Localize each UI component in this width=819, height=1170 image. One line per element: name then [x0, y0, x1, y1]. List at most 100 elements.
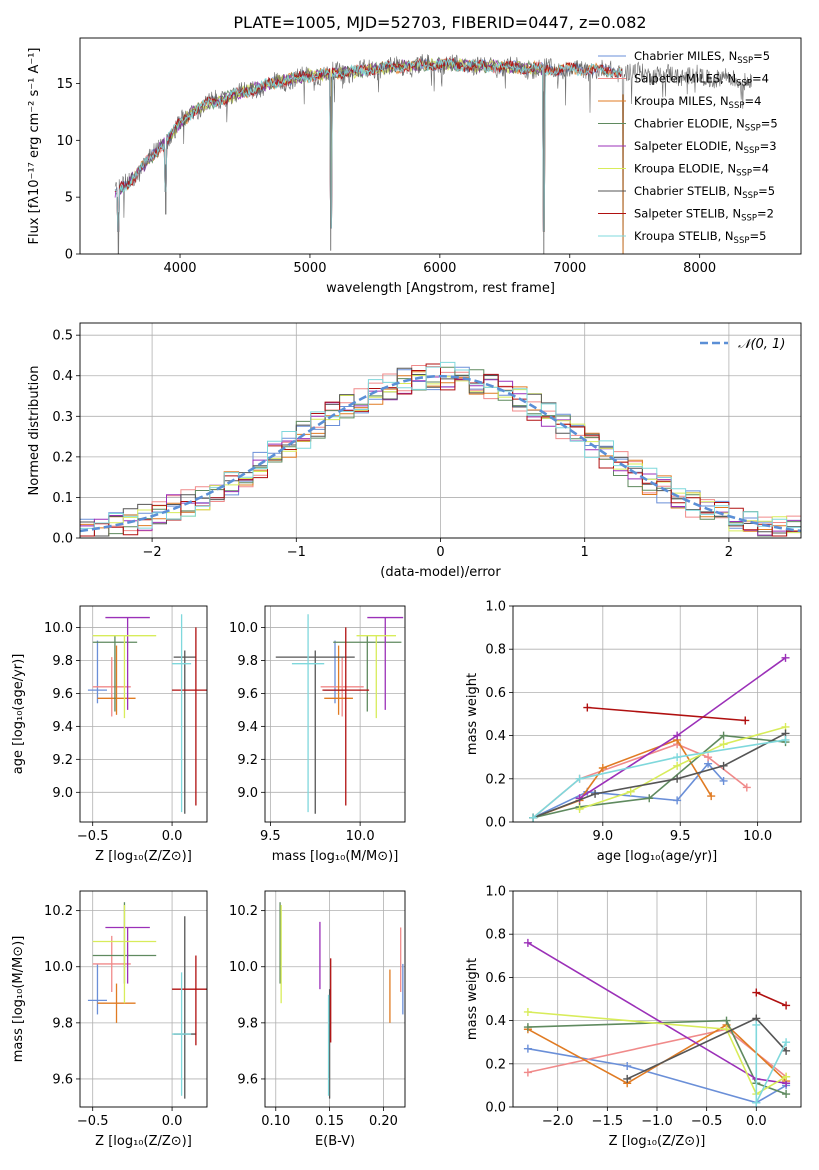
- data-point-marker: [673, 774, 682, 783]
- axes-frame: [79, 605, 208, 823]
- x-tick-label: 10.0: [346, 829, 375, 844]
- plot-area: [87, 614, 207, 814]
- y-tick-label: 0.4: [485, 729, 506, 744]
- y-tick-label: 0.6: [485, 686, 506, 701]
- axes-frame: [512, 890, 802, 1108]
- y-tick-label: 0.2: [485, 772, 506, 787]
- y-tick-label: 10.0: [44, 960, 73, 975]
- y-tick-label: 9.2: [52, 753, 73, 768]
- legend-label: Chabrier MILES, N: [634, 49, 737, 63]
- x-tick-label: 8000: [683, 261, 716, 276]
- y-tick-label: 9.4: [52, 720, 73, 735]
- data-point-marker: [529, 813, 538, 822]
- y-tick-label: 10.0: [44, 621, 73, 636]
- y-axis-label: Normed distribution: [27, 366, 42, 496]
- x-tick-label: −1.5: [592, 1114, 624, 1129]
- series-line: [166, 58, 544, 232]
- data-point-marker: [623, 1061, 632, 1070]
- x-tick-label: −2: [143, 545, 162, 560]
- data-point-marker: [623, 1074, 632, 1083]
- series-line: [114, 58, 623, 232]
- figure-title: PLATE=1005, MJD=52703, FIBERID=0447, z=0…: [233, 13, 646, 32]
- plot-area: [80, 361, 801, 537]
- x-tick-label: −2.0: [542, 1114, 574, 1129]
- panel-mass-vs-ebv: 0.10 0.15 0.20 9.6 9.8 10.0 10.2 E(B-V): [229, 890, 406, 1149]
- legend-sub: SSP: [737, 56, 753, 66]
- data-point-marker: [719, 740, 728, 749]
- x-tick-label: 0.0: [162, 1114, 183, 1129]
- series-line: [587, 706, 746, 722]
- data-point-marker: [673, 761, 682, 770]
- axes-frame: [79, 322, 802, 539]
- x-tick-label: −1: [287, 545, 306, 560]
- legend-label: Salpeter STELIB, N: [634, 207, 741, 221]
- data-point-marker: [673, 796, 682, 805]
- plot-area: [279, 902, 404, 1099]
- series-line: [532, 762, 725, 819]
- data-point-marker: [523, 1044, 532, 1053]
- data-point-marker: [782, 1001, 791, 1010]
- y-tick-label: 9.6: [237, 687, 258, 702]
- y-tick-label: 5: [65, 191, 73, 206]
- y-tick-label: 0.4: [52, 369, 73, 384]
- legend: 𝒩(0, 1): [700, 337, 785, 352]
- series-line: [527, 1047, 787, 1104]
- data-point-marker: [523, 1007, 532, 1016]
- legend-tail: =5: [761, 117, 778, 131]
- data-point-marker: [583, 703, 592, 712]
- x-tick-label: 7000: [553, 261, 586, 276]
- x-axis-label: Z [log₁₀(Z/Z⊙)]: [609, 1134, 706, 1149]
- x-tick-label: 4000: [163, 261, 196, 276]
- data-point-marker: [523, 1068, 532, 1077]
- data-point-marker: [742, 783, 751, 792]
- plot-area: [275, 614, 404, 814]
- histogram-step: [80, 361, 801, 529]
- data-point-marker: [782, 1090, 791, 1099]
- series-line: [527, 1011, 787, 1096]
- legend-label: 𝒩(0, 1): [738, 337, 785, 352]
- y-tick-label: 9.0: [237, 786, 258, 801]
- data-point-marker: [782, 1038, 791, 1047]
- legend-entry: Chabrier STELIB, NSSP=5: [634, 184, 775, 201]
- legend-label: Salpeter ELODIE, N: [634, 139, 744, 153]
- data-point-marker: [673, 731, 682, 740]
- y-tick-label: 0.6: [485, 971, 506, 986]
- y-axis-label: mass weight: [465, 958, 480, 1040]
- data-point-marker: [575, 774, 584, 783]
- legend-entry: Salpeter ELODIE, NSSP=3: [634, 139, 777, 156]
- legend-tail: =4: [752, 72, 769, 86]
- series-line: [114, 57, 623, 232]
- x-axis-label: wavelength [Angstrom, rest frame]: [326, 281, 555, 296]
- panel-age-vs-mass: 9.5 10.0 9.0 9.2 9.4 9.6 9.8 10.0 mass [log₁₀(M/…: [229, 605, 406, 864]
- series-line: [532, 739, 786, 819]
- axes-frame: [264, 605, 406, 823]
- legend-label: Kroupa STELIB, N: [634, 229, 734, 243]
- y-tick-label: 9.0: [52, 786, 73, 801]
- data-point-marker: [781, 653, 790, 662]
- x-tick-label: 0.10: [261, 1114, 290, 1129]
- legend-entry: Salpeter MILES, NSSP=4: [634, 72, 769, 89]
- series-line: [114, 58, 623, 232]
- legend-tail: =4: [744, 94, 761, 108]
- plot-area: [529, 653, 790, 822]
- y-axis-label: age [log₁₀(age/yr)]: [11, 654, 26, 775]
- data-point-marker: [707, 792, 716, 801]
- y-tick-label: 0.5: [52, 329, 73, 344]
- data-point-marker: [626, 787, 635, 796]
- data-point-marker: [719, 776, 728, 785]
- data-point-marker: [598, 764, 607, 772]
- legend-label: Chabrier STELIB, N: [634, 184, 742, 198]
- grid-layer: [80, 606, 207, 822]
- grid-layer: [80, 891, 207, 1107]
- y-tick-label: 1.0: [485, 885, 506, 900]
- y-tick-label: 9.2: [237, 753, 258, 768]
- axes-frame: [512, 605, 802, 823]
- x-axis-label: Z [log₁₀(Z/Z⊙)]: [95, 1134, 192, 1149]
- panel-spectrum: 4000 5000 6000 7000 8000 0 5 10 15 wavelength [An…: [27, 37, 802, 296]
- y-tick-label: 10.2: [44, 904, 73, 919]
- panel-age-vs-Z: −0.5 0.0 9.0 9.2 9.4 9.6 9.8 10.0 Z [log₁₀(Z/Z⊙)…: [11, 605, 208, 864]
- data-point-marker: [782, 1046, 791, 1055]
- y-tick-label: 10: [56, 134, 73, 149]
- panel-mass-vs-Z: −0.5 0.0 9.6 9.8 10.0 10.2 Z [log₁₀(Z/Z⊙)] mass…: [11, 890, 208, 1149]
- legend-label: Salpeter MILES, N: [634, 72, 736, 86]
